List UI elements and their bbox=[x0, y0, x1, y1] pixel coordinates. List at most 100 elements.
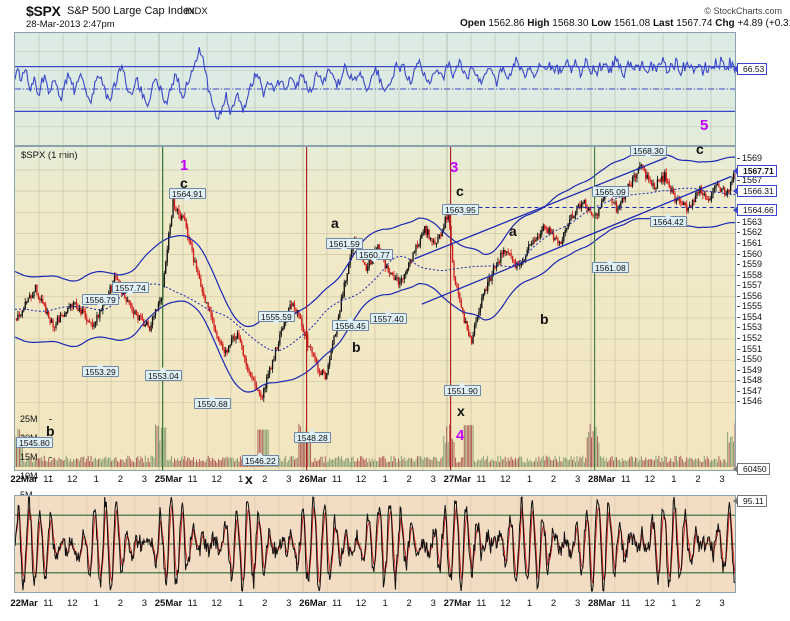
bollinger-lower-flag: 1564.66 bbox=[733, 204, 777, 216]
letter-label-a: a bbox=[331, 215, 339, 231]
x-axis-time-label: 1 bbox=[526, 474, 533, 485]
chart-header: $SPX S&P 500 Large Cap Index INDX 28-Mar… bbox=[0, 0, 790, 32]
stochastics-plot bbox=[15, 496, 735, 592]
rsi-plot bbox=[15, 33, 735, 145]
x-axis-time-label: 12 bbox=[500, 598, 511, 609]
x-axis-time-label: 2 bbox=[406, 474, 412, 485]
price-axis-tick: 1556 bbox=[742, 290, 763, 301]
x-axis-time-label: 12 bbox=[211, 474, 222, 485]
price-axis-tick: 1561 bbox=[742, 237, 763, 248]
price-flag: 1553.29 bbox=[82, 363, 119, 377]
x-axis-time-label: 1 bbox=[671, 598, 677, 609]
price-flag: 1546.22 bbox=[242, 452, 279, 466]
stochastics-current-flag: 95.11 bbox=[733, 495, 767, 507]
symbol-ticker: $SPX bbox=[26, 3, 61, 19]
price-flag: 1561.08 bbox=[592, 259, 629, 273]
axis-tick-mark bbox=[49, 419, 52, 420]
x-axis-time-label: 3 bbox=[574, 598, 581, 609]
x-axis-time-label: 11 bbox=[43, 598, 54, 609]
axis-tick-mark bbox=[737, 232, 740, 234]
price-axis-tick: 1552 bbox=[742, 333, 763, 344]
axis-tick-mark bbox=[737, 306, 740, 308]
x-axis-time-label: 2 bbox=[406, 598, 412, 609]
price-axis-tick: 1554 bbox=[742, 311, 763, 322]
rsi-panel bbox=[14, 32, 736, 146]
letter-label-x: x bbox=[457, 403, 465, 419]
rsi-current-flag: 66.53 bbox=[732, 63, 768, 76]
x-axis-time-label: 3 bbox=[430, 474, 436, 485]
x-axis-time-label: 12 bbox=[355, 474, 367, 485]
x-axis-time-label: 3 bbox=[719, 474, 725, 485]
x-axis-time-label: 1 bbox=[238, 598, 244, 609]
x-axis-time-label: 12 bbox=[644, 598, 656, 609]
x-axis-time-label: 2 bbox=[550, 474, 557, 485]
axis-tick-mark bbox=[49, 476, 52, 477]
x-axis-time-label: 11 bbox=[43, 474, 54, 485]
volume-flag: 60450 bbox=[733, 463, 770, 475]
x-axis-time-label: 2 bbox=[117, 598, 124, 609]
price-axis-tick: 1569 bbox=[742, 153, 763, 164]
x-axis-date-label: 27Mar bbox=[443, 598, 472, 609]
wave-label-5: 5 bbox=[700, 117, 709, 134]
x-axis-time-label: 3 bbox=[141, 598, 148, 609]
axis-tick-mark bbox=[737, 242, 740, 244]
x-axis-date-label: 26Mar bbox=[299, 474, 327, 485]
x-axis-time-label: 2 bbox=[695, 474, 701, 485]
x-axis-time-label: 2 bbox=[117, 474, 124, 485]
price-flag: 1550.68 bbox=[194, 395, 231, 409]
axis-tick-mark bbox=[737, 274, 740, 276]
axis-tick-mark bbox=[737, 380, 740, 382]
x-axis-date-label: 26Mar bbox=[299, 598, 327, 609]
x-axis-date-label: 27Mar bbox=[443, 474, 472, 485]
wave-label-3: 3 bbox=[450, 159, 459, 176]
x-axis-time-label: 11 bbox=[187, 474, 198, 485]
price-plot bbox=[15, 147, 735, 470]
price-flag: 1548.28 bbox=[294, 429, 331, 443]
price-flag: 1553.04 bbox=[145, 367, 182, 381]
x-axis-time-label: 11 bbox=[332, 474, 342, 485]
axis-tick-mark bbox=[737, 253, 740, 255]
letter-label-x: x bbox=[245, 471, 253, 487]
x-axis-time-label: 12 bbox=[500, 474, 511, 485]
x-axis-time-label: 11 bbox=[620, 474, 631, 485]
price-axis-tick: 1546 bbox=[742, 396, 763, 407]
quote-bar: Open 1562.86 High 1568.30 Low 1561.08 La… bbox=[460, 18, 790, 29]
x-axis-time-label: 3 bbox=[286, 474, 292, 485]
x-axis-time-label: 3 bbox=[574, 474, 581, 485]
x-axis-time-label: 2 bbox=[550, 598, 557, 609]
price-flag: 1555.59 bbox=[258, 311, 295, 325]
x-axis-time-label: 3 bbox=[141, 474, 148, 485]
last-price-flag: 1567.71 bbox=[733, 165, 777, 177]
x-axis-date-label: 22Mar bbox=[10, 598, 38, 609]
stockcharts-brand: © StockCharts.com bbox=[704, 6, 782, 16]
x-axis-time-label: 1 bbox=[526, 598, 533, 609]
letter-label-b: b bbox=[352, 339, 361, 355]
axis-tick-mark bbox=[737, 295, 740, 297]
axis-tick-mark bbox=[737, 264, 740, 266]
open-label: Open bbox=[460, 18, 486, 29]
x-axis-time-label: 11 bbox=[332, 598, 342, 609]
x-axis-time-label: 2 bbox=[262, 598, 268, 609]
chg-value: +4.89 (+0.31%) bbox=[737, 18, 790, 29]
wave-label-1: 1 bbox=[180, 157, 189, 174]
quote-datetime: 28-Mar-2013 2:47pm bbox=[26, 19, 115, 30]
price-flag: 1563.95 bbox=[442, 204, 479, 218]
price-flag: 1557.40 bbox=[370, 310, 407, 324]
x-axis-time-label: 11 bbox=[476, 474, 487, 485]
x-axis-time-label: 12 bbox=[211, 598, 222, 609]
letter-label-c: c bbox=[180, 175, 188, 191]
price-flag: 1568.30 bbox=[630, 145, 667, 159]
price-panel-title: $SPX (1 min) bbox=[21, 150, 78, 161]
axis-tick-mark bbox=[737, 158, 740, 160]
price-flag: 1565.09 bbox=[592, 186, 629, 200]
price-panel: $SPX (1 min) bbox=[14, 146, 736, 471]
price-flag: 1556.79 bbox=[82, 294, 119, 308]
volume-axis-tick: 25M bbox=[20, 414, 38, 424]
price-axis-tick: 1551 bbox=[742, 343, 763, 354]
open-value: 1562.86 bbox=[488, 18, 525, 29]
letter-label-b: b bbox=[540, 311, 549, 327]
price-axis-tick: 1547 bbox=[742, 385, 763, 396]
chg-label: Chg bbox=[715, 18, 735, 29]
axis-tick-mark bbox=[737, 359, 740, 361]
